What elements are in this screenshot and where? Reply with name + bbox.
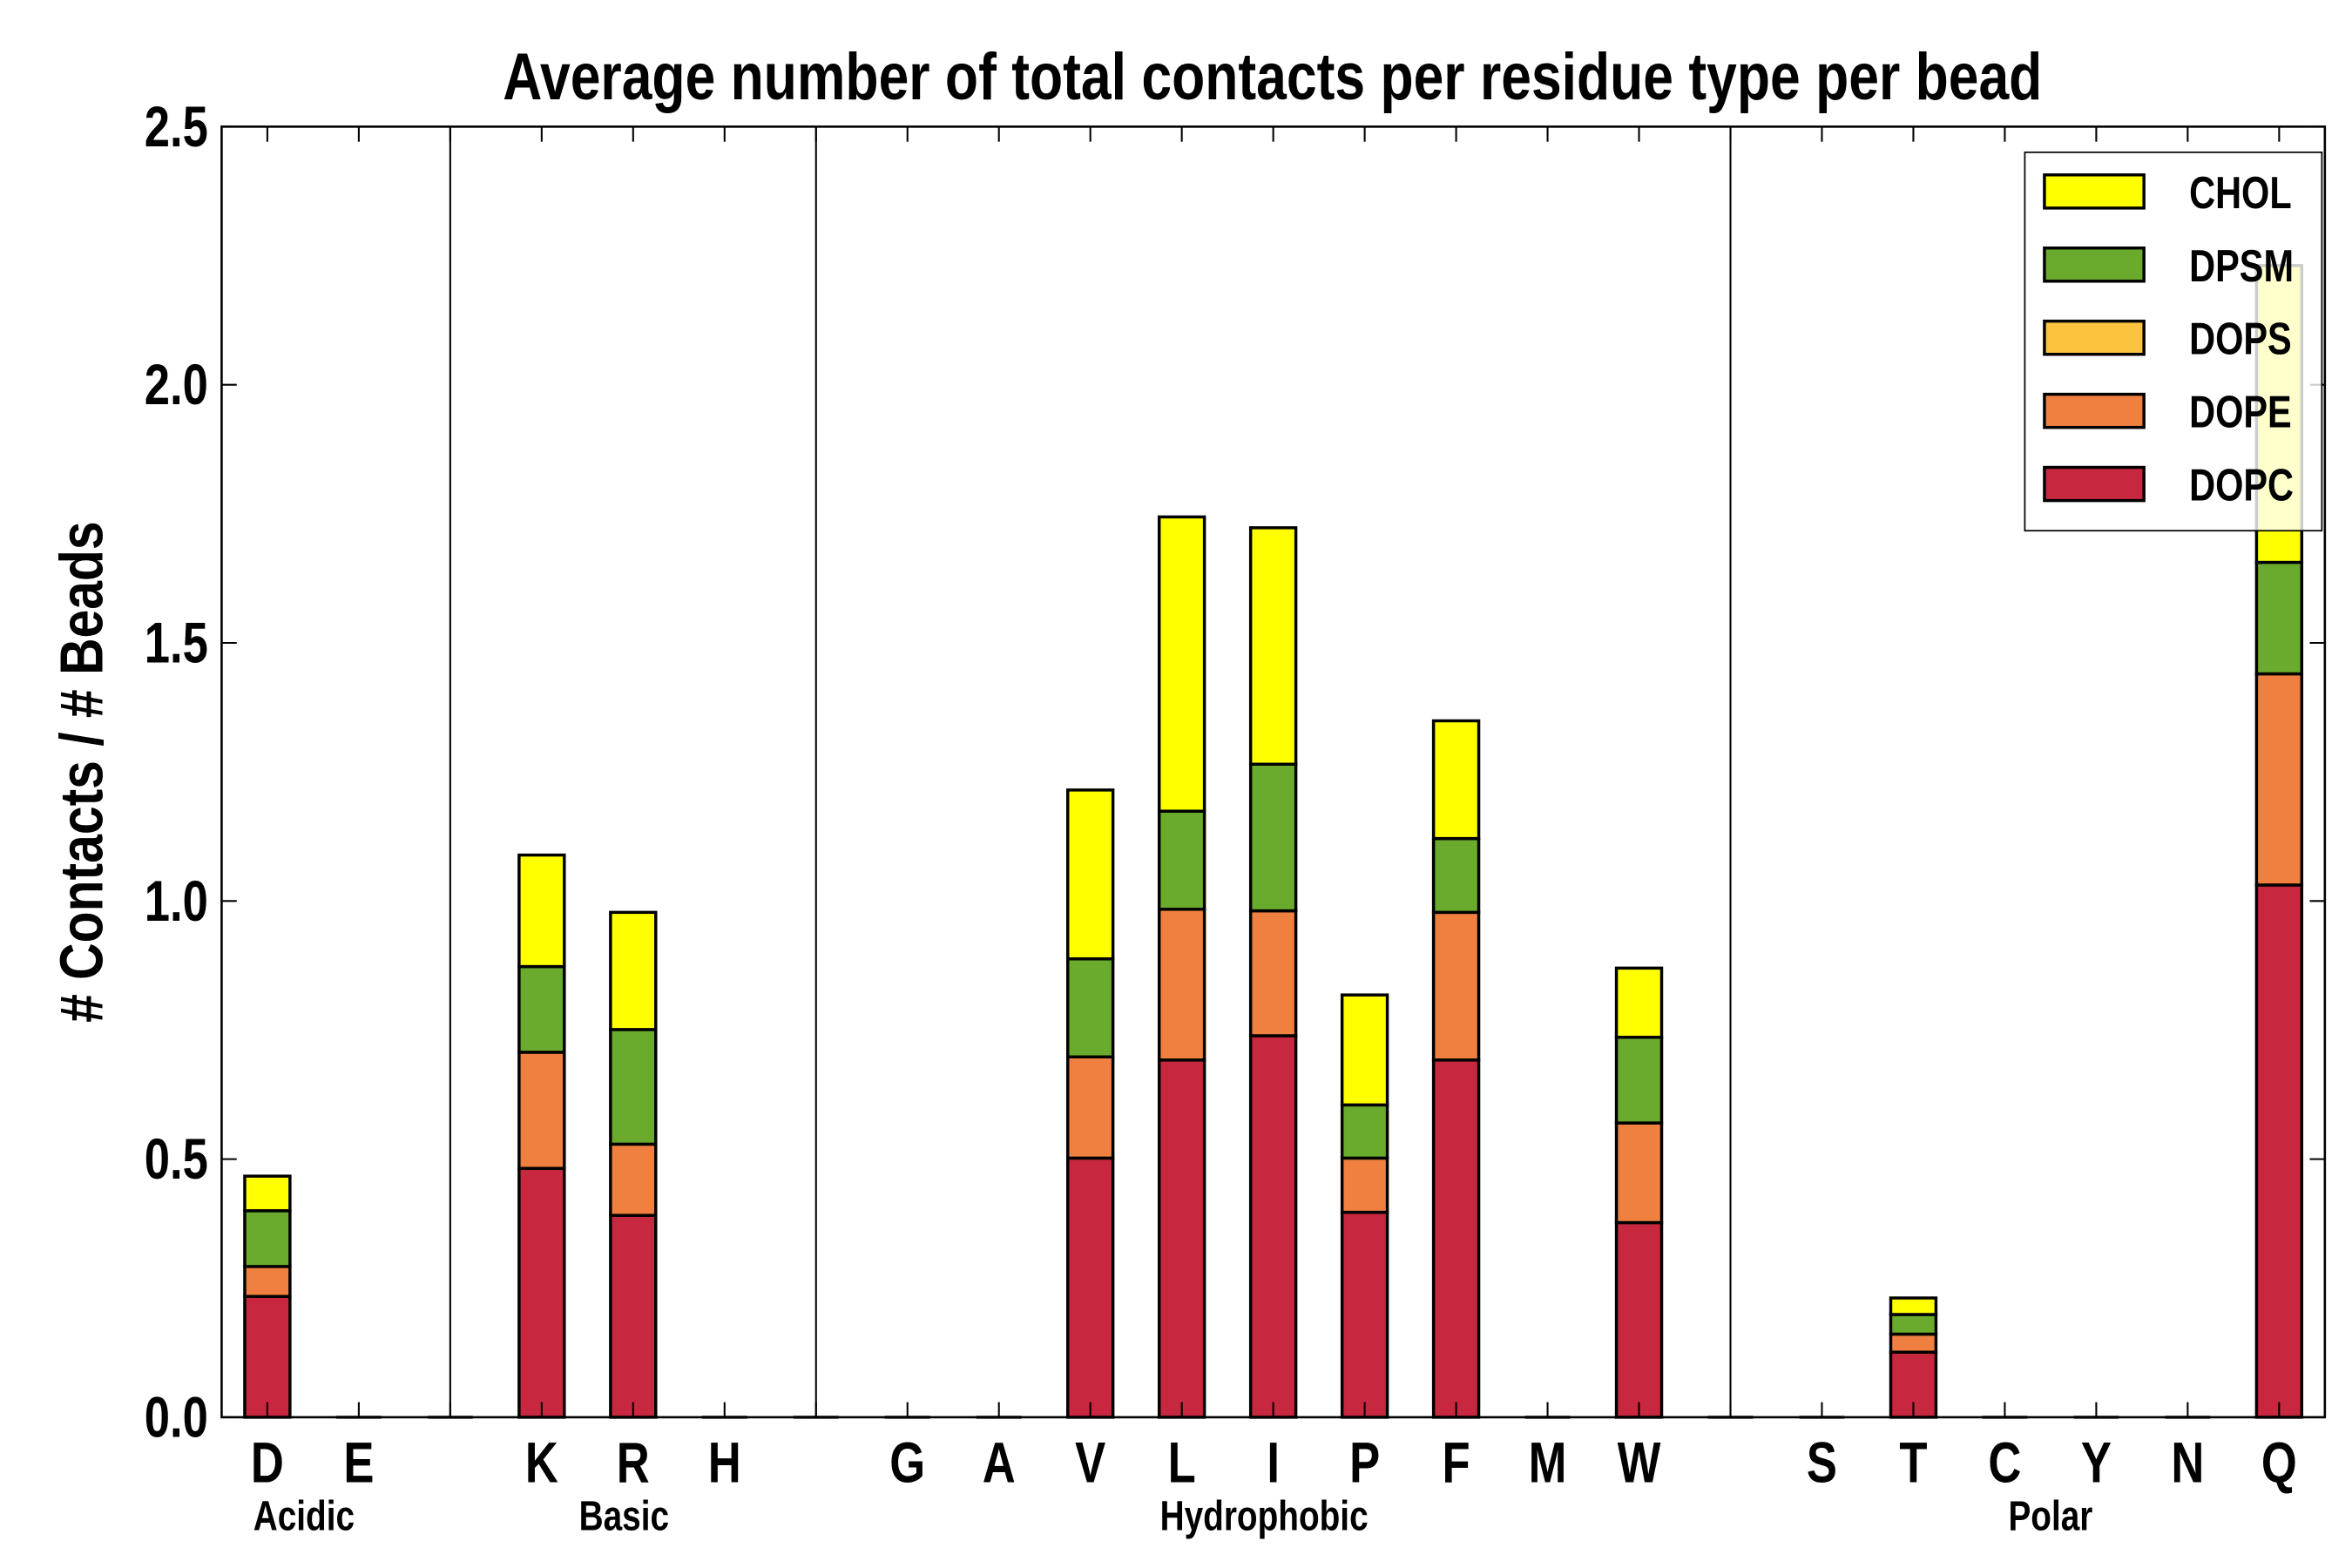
- x-tick-label: T: [1899, 1430, 1927, 1495]
- x-tick-label: S: [1807, 1430, 1837, 1495]
- bar-segment-chol: [1248, 526, 1298, 766]
- x-tick-label: A: [983, 1430, 1016, 1495]
- legend-swatch-dpsm: [2043, 246, 2146, 283]
- legend-swatch-dops: [2043, 319, 2146, 356]
- legend-label-chol: CHOL: [2189, 166, 2292, 218]
- legend-swatch-dope: [2043, 392, 2146, 429]
- bar-segment-chol: [1065, 788, 1115, 961]
- bar-segment-dpsm: [1065, 956, 1115, 1059]
- y-tick-label: 0.0: [145, 1385, 208, 1450]
- bar-segment-chol: [1157, 515, 1206, 813]
- bar-segment-dpsm: [243, 1209, 292, 1268]
- bar-segment-dpsm: [517, 964, 566, 1054]
- bar-segment-chol: [243, 1174, 292, 1213]
- bar-segment-dopc: [1340, 1210, 1389, 1419]
- x-tick-label: L: [1168, 1430, 1196, 1495]
- bar-segment-chol: [1340, 993, 1389, 1107]
- bar-segment-chol: [1889, 1296, 1938, 1316]
- bar-segment-dope: [517, 1051, 566, 1171]
- group-label: Polar: [2008, 1493, 2092, 1540]
- legend-label-dpsm: DPSM: [2189, 240, 2294, 291]
- y-tick-label: 1.0: [145, 868, 208, 933]
- bar-segment-chol: [609, 910, 658, 1031]
- bar-segment-dope: [1065, 1055, 1115, 1160]
- legend-label-dopc: DOPC: [2189, 459, 2294, 510]
- bar-segment-dope: [1340, 1156, 1389, 1214]
- bar-segment-chol: [1614, 966, 1664, 1039]
- bar-segment-dope: [2254, 672, 2304, 887]
- y-tick-label: 1.5: [145, 611, 208, 675]
- group-label: Hydrophobic: [1160, 1493, 1369, 1540]
- x-tick-label: F: [1443, 1430, 1470, 1495]
- x-tick-label: M: [1529, 1430, 1567, 1495]
- x-tick-label: K: [525, 1430, 558, 1495]
- y-tick-label: 0.5: [145, 1126, 208, 1191]
- bar-segment-dope: [609, 1142, 658, 1217]
- bar-segment-dpsm: [1340, 1103, 1389, 1160]
- bar-segment-dopc: [609, 1213, 658, 1419]
- bar-segment-chol: [517, 853, 566, 969]
- y-tick-label: 2.5: [145, 94, 208, 159]
- x-tick-label: I: [1267, 1430, 1280, 1495]
- bar-segment-dope: [243, 1265, 292, 1298]
- bar-segment-dope: [1248, 909, 1298, 1037]
- bar-segment-dpsm: [1614, 1036, 1664, 1125]
- bar-segment-dopc: [1614, 1220, 1664, 1419]
- x-tick-label: N: [2171, 1430, 2204, 1495]
- x-tick-label: D: [251, 1430, 284, 1495]
- x-tick-label: Y: [2081, 1430, 2112, 1495]
- x-tick-label: H: [708, 1430, 741, 1495]
- chart-title: Average number of total contacts per res…: [503, 39, 2042, 113]
- bar-segment-dpsm: [609, 1028, 658, 1146]
- plot-area: D E K R H G A V L I P F M W S T C Y N Q Acidic Basic Hydrophob…: [145, 94, 2327, 1540]
- x-tick-label: E: [343, 1430, 374, 1495]
- x-tick-label: R: [617, 1430, 650, 1495]
- bar-segment-dopc: [1157, 1058, 1206, 1419]
- bar-segment-dopc: [2254, 883, 2304, 1419]
- bar-segment-dopc: [517, 1166, 566, 1419]
- legend-label-dops: DOPS: [2189, 313, 2292, 364]
- group-label: Basic: [579, 1493, 669, 1540]
- x-tick-label: W: [1618, 1430, 1661, 1495]
- bar-segment-dopc: [243, 1294, 292, 1419]
- legend-swatch-dopc: [2043, 465, 2146, 503]
- bar-segment-dpsm: [1157, 809, 1206, 911]
- bar-segment-dpsm: [2254, 560, 2304, 676]
- legend-label-dope: DOPE: [2189, 386, 2292, 437]
- bar-segment-dpsm: [1889, 1313, 1938, 1336]
- bar-segment-dopc: [1065, 1156, 1115, 1419]
- bar-segment-chol: [1431, 719, 1481, 841]
- x-tick-label: V: [1075, 1430, 1105, 1495]
- bar-segment-dope: [1889, 1332, 1938, 1354]
- x-tick-label: C: [1988, 1430, 2021, 1495]
- bar-segment-dpsm: [1431, 836, 1481, 915]
- bar-segment-dpsm: [1248, 762, 1298, 913]
- bar-segment-dopc: [1248, 1034, 1298, 1419]
- group-label: Acidic: [253, 1493, 355, 1540]
- x-tick-label: P: [1349, 1430, 1380, 1495]
- y-axis-label: # Contacts / # Beads: [48, 521, 116, 1022]
- x-tick-label: G: [889, 1430, 925, 1495]
- y-tick-label: 2.0: [145, 353, 208, 417]
- legend-swatch-chol: [2043, 173, 2146, 210]
- bar-segment-dope: [1431, 910, 1481, 1062]
- bar-segment-dopc: [1431, 1058, 1481, 1419]
- x-tick-label: Q: [2261, 1430, 2297, 1495]
- bar-segment-dope: [1157, 908, 1206, 1062]
- bar-segment-dope: [1614, 1121, 1664, 1225]
